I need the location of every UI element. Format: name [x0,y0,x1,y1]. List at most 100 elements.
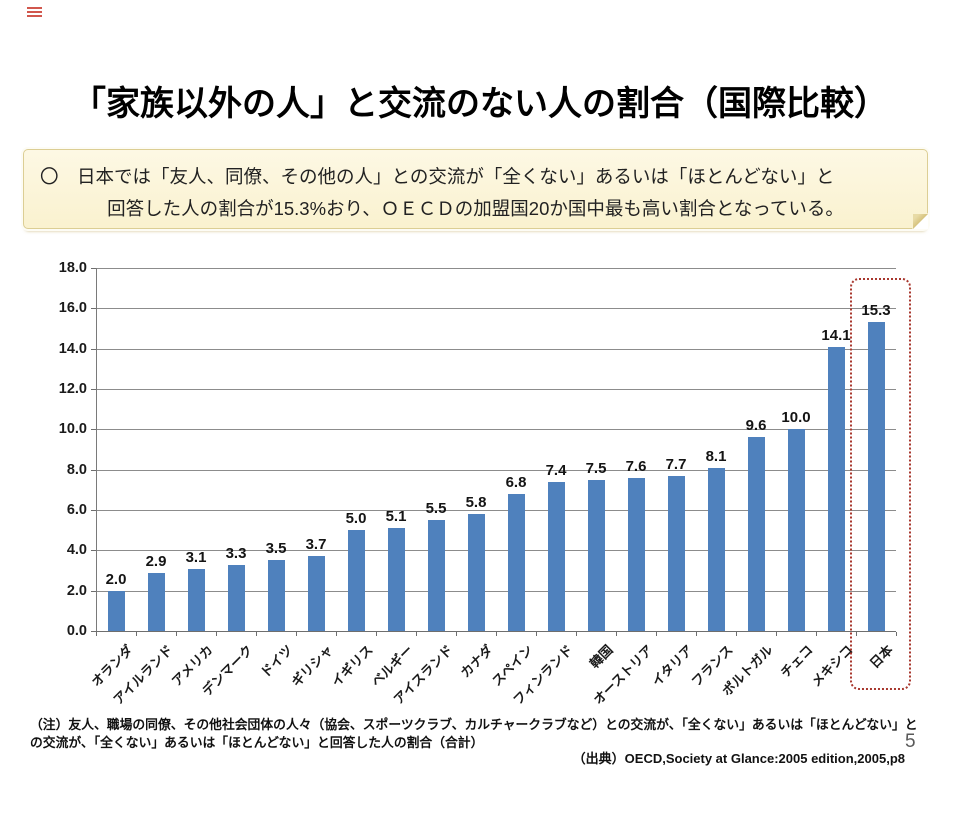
x-axis-tick [256,632,257,636]
source-text: （出典）OECD,Society at Glance:2005 edition,… [572,751,905,766]
bar-value-label: 5.0 [345,510,367,528]
y-axis-tick [91,348,96,350]
bar-value-label: 2.9 [145,552,167,570]
gridline [96,550,896,552]
y-axis-label: 4.0 [66,542,87,559]
x-axis-tick [496,632,497,636]
bar-value-label: 3.7 [305,536,327,554]
x-axis-tick [816,632,817,636]
y-axis-tick [91,631,96,632]
bar-value-label: 8.1 [705,447,727,465]
red-corner-mark [27,7,42,17]
x-axis-tick [216,632,217,636]
gridline [96,308,896,310]
bar-value-label: 5.5 [425,500,447,518]
footnote-line-2: の交流が、「全くない」あるいは「ほとんどない」と回答した人の割合（合計） [30,735,484,750]
bar-フランス [707,467,725,631]
bar-ギリシャ [307,556,325,631]
y-axis-label: 6.0 [66,502,87,518]
y-axis-tick [91,550,96,552]
bar-value-label: 2.0 [105,570,127,588]
x-axis-tick [696,632,697,636]
bar-チェコ [787,429,805,631]
y-axis-label: 18.0 [58,260,87,276]
x-axis-tick [576,632,577,636]
bar-value-label: 7.6 [625,457,647,475]
gridline [96,348,896,350]
bar-韓国 [587,479,605,632]
bar-value-label: 5.1 [385,508,407,526]
bar-ドイツ [267,560,285,631]
gridline [96,268,896,269]
chart-highlight-box [850,278,911,690]
bar-value-label: 3.5 [265,540,287,558]
gridline [96,389,896,390]
y-axis-tick [91,389,96,390]
x-axis-tick [416,632,417,636]
y-axis-label: 14.0 [58,340,87,357]
footnote-line-1: （注）友人、職場の同僚、その他社会団体の人々（協会、スポーツクラブ、カルチャーク… [30,717,918,732]
gridline [96,510,896,511]
bar-オランダ [107,590,125,631]
bar-value-label: 15.3 [861,302,891,320]
y-axis-tick [91,308,96,310]
x-axis-tick [376,632,377,636]
x-axis-tick [536,632,537,636]
bar-フィンランド [547,481,565,631]
gridline [96,429,896,431]
bar-カナダ [467,514,485,631]
bar-value-label: 14.1 [821,326,851,344]
x-axis-tick [656,632,657,636]
x-axis-tick [296,632,297,636]
x-axis-tick [616,632,617,636]
bar-アイルランド [147,572,165,631]
y-axis-label: 0.0 [66,623,87,639]
y-axis-tick [91,469,96,471]
bar-value-label: 7.5 [585,459,607,477]
bar-value-label: 7.4 [545,461,567,479]
bar-デンマーク [227,564,245,631]
x-axis-tick [96,632,97,636]
bar-イタリア [667,475,685,631]
bar-日本 [867,322,885,631]
bar-ポルトガル [747,437,765,631]
x-axis-tick [776,632,777,636]
gridline [96,469,896,471]
bar-スペイン [507,493,525,631]
y-axis-label: 8.0 [66,461,87,478]
bar-value-label: 6.8 [505,473,527,491]
bar-value-label: 5.8 [465,494,487,511]
bar-value-label: 3.3 [225,544,247,562]
y-axis-label: 2.0 [66,582,87,599]
bar-value-label: 9.6 [745,417,767,435]
x-axis-tick [856,632,857,636]
y-axis-label: 10.0 [58,421,87,438]
gridline [96,590,896,592]
bar-value-label: 3.1 [185,548,207,566]
page-number: 5 [905,731,916,752]
y-axis [96,268,97,631]
y-axis-label: 12.0 [58,381,87,397]
y-axis-tick [91,268,96,269]
bar-イギリス [347,530,365,631]
y-axis-tick [91,510,96,511]
x-axis-tick [136,632,137,636]
bar-メキシコ [827,346,845,631]
bar-オーストリア [627,477,645,631]
y-axis-tick [91,590,96,592]
x-axis-tick [176,632,177,636]
y-axis-tick [91,429,96,431]
page-title: 「家族以外の人」と交流のない人の割合（国際比較） [72,85,888,123]
bar-value-label: 10.0 [781,409,811,427]
x-axis [96,631,896,632]
bar-value-label: 7.7 [665,455,687,473]
bar-アメリカ [187,568,205,631]
footnote: （注）友人、職場の同僚、その他社会団体の人々（協会、スポーツクラブ、カルチャーク… [30,716,930,752]
x-axis-tick [456,632,457,636]
x-axis-tick [736,632,737,636]
summary-line-1: 〇 日本では「友人、同僚、その他の人」との交流が「全くない」あるいは「ほとんどな… [40,166,835,187]
bar-ベルギー [387,528,405,631]
y-axis-label: 16.0 [58,300,87,317]
x-axis-tick [336,632,337,636]
